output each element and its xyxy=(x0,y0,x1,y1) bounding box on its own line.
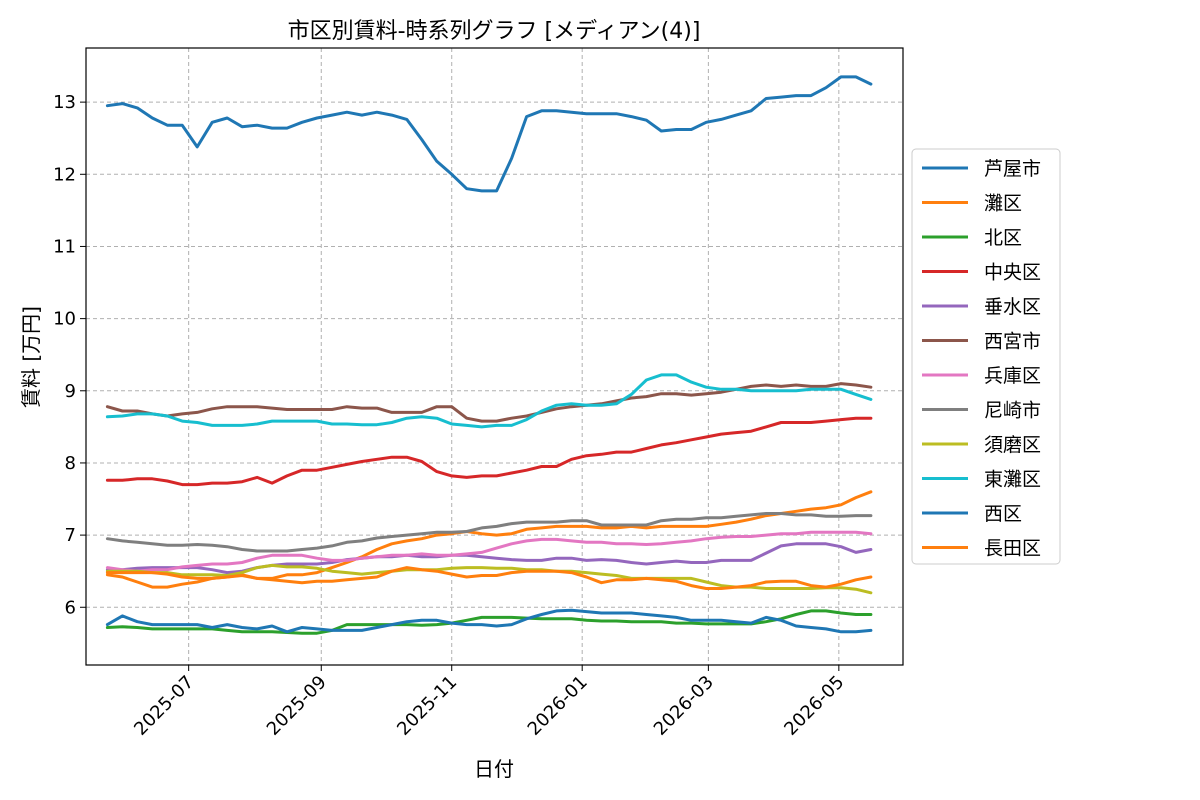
y-axis: 6 7 8 9 10 11 12 13 xyxy=(53,92,86,618)
series-line-6 xyxy=(105,530,873,573)
legend-label: 芦屋市 xyxy=(984,158,1041,180)
legend-label: 西区 xyxy=(984,503,1022,525)
legend-label: 東灘区 xyxy=(984,469,1041,491)
y-tick-label: 7 xyxy=(65,525,76,546)
legend-label: 西宮市 xyxy=(984,331,1041,353)
series-line-9 xyxy=(105,373,873,429)
series-line-10 xyxy=(105,608,873,634)
y-tick-label: 13 xyxy=(53,92,76,113)
legend-label: 須磨区 xyxy=(984,434,1041,456)
y-tick-label: 11 xyxy=(53,236,76,257)
legend-label: 兵庫区 xyxy=(984,365,1041,387)
legend-label: 北区 xyxy=(984,227,1022,249)
legend-box xyxy=(911,148,1061,565)
series-line-7 xyxy=(105,512,873,553)
series-line-4 xyxy=(105,542,873,575)
y-axis-title: 賃料 [万円] xyxy=(19,306,43,408)
chart-title: 市区別賃料-時系列グラフ [メディアン(4)] xyxy=(288,19,701,44)
legend-label: 長田区 xyxy=(984,538,1041,560)
x-axis-title: 日付 xyxy=(474,757,514,781)
y-tick-label: 10 xyxy=(53,309,76,330)
series-lines xyxy=(105,75,873,635)
y-tick-label: 8 xyxy=(65,453,76,474)
series-line-5 xyxy=(105,382,873,423)
legend-label: 尼崎市 xyxy=(984,400,1041,422)
plot-frame xyxy=(85,47,904,666)
series-line-11 xyxy=(105,566,873,590)
y-tick-label: 12 xyxy=(53,164,76,185)
legend-label: 中央区 xyxy=(984,262,1041,284)
series-line-3 xyxy=(105,416,873,487)
legend-label: 灘区 xyxy=(984,193,1022,215)
series-line-0 xyxy=(105,75,873,193)
y-tick-label: 9 xyxy=(65,381,76,402)
legend-label: 垂水区 xyxy=(984,296,1041,318)
grid xyxy=(86,48,903,665)
y-tick-label: 6 xyxy=(65,597,76,618)
